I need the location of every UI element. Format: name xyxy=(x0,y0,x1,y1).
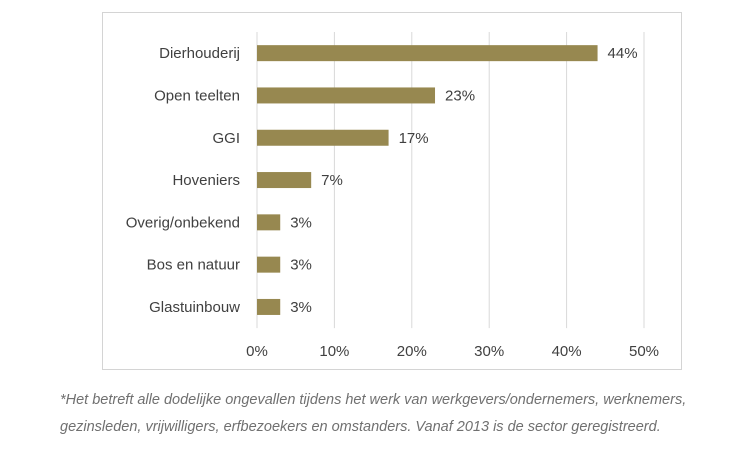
bar xyxy=(257,87,436,104)
category-label: Hoveniers xyxy=(172,172,240,189)
footnote-line-1: *Het betreft alle dodelijke ongevallen t… xyxy=(60,392,687,408)
x-tick-label: 50% xyxy=(629,343,659,360)
bar-chart: 0% 10% 20% 30% 40% 50% Dierhouderij 44% Open tee… xyxy=(126,32,659,360)
x-tick-label: 20% xyxy=(397,343,427,360)
footnote: *Het betreft alle dodelijke ongevallen t… xyxy=(60,387,740,441)
category-label: GGI xyxy=(212,130,240,147)
bar xyxy=(257,172,312,189)
data-label: 44% xyxy=(608,45,638,62)
bar xyxy=(257,129,389,146)
data-label: 3% xyxy=(290,214,312,231)
x-tick-label: 0% xyxy=(246,343,268,360)
category-label: Dierhouderij xyxy=(159,45,240,62)
x-tick-label: 10% xyxy=(319,343,349,360)
data-label: 17% xyxy=(399,130,429,147)
chart-frame: 0% 10% 20% 30% 40% 50% Dierhouderij 44% Open tee… xyxy=(102,12,682,370)
category-label: Overig/onbekend xyxy=(126,214,240,231)
data-label: 3% xyxy=(290,299,312,316)
category-label: Glastuinbouw xyxy=(149,299,240,316)
data-label: 23% xyxy=(445,87,475,104)
data-label: 7% xyxy=(321,172,343,189)
x-tick-label: 30% xyxy=(474,343,504,360)
x-tick-label: 40% xyxy=(552,343,582,360)
category-label: Bos en natuur xyxy=(147,257,240,274)
bar xyxy=(257,214,281,231)
bar xyxy=(257,298,281,315)
footnote-line-2: gezinsleden, vrijwilligers, erfbezoekers… xyxy=(60,419,661,435)
data-label: 3% xyxy=(290,257,312,274)
bar xyxy=(257,256,281,273)
bar xyxy=(257,45,598,62)
category-label: Open teelten xyxy=(154,87,240,104)
